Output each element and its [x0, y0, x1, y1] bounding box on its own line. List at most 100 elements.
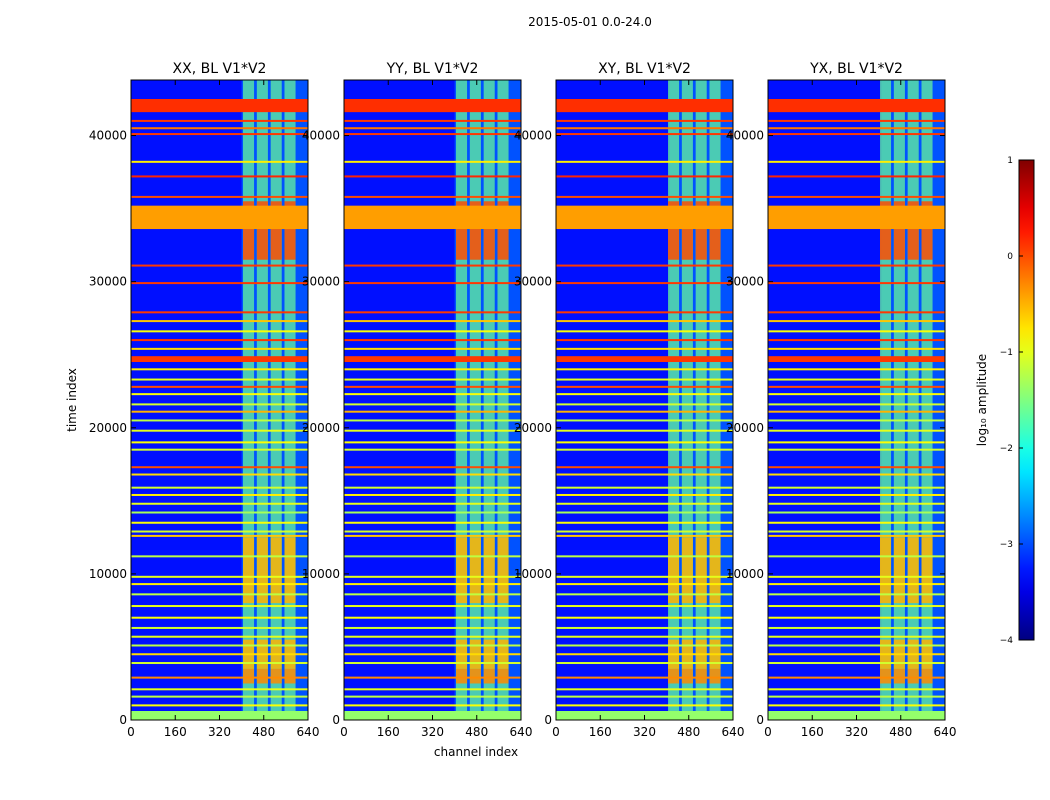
heatmap-rfi-line [344, 473, 521, 476]
heatmap-band [344, 98, 521, 113]
heatmap-rfi-line [768, 466, 945, 469]
heatmap-rfi-line [344, 626, 521, 629]
heatmap-hot-cell [880, 668, 892, 684]
heatmap-rfi-line [556, 419, 733, 422]
heatmap-rfi-line [344, 555, 521, 558]
heatmap-hot-cell [456, 537, 468, 604]
heatmap-rfi-line [768, 133, 945, 136]
heatmap-hot-cell [880, 537, 892, 604]
heatmap-rfi-line [768, 521, 945, 524]
heatmap-rfi-line [556, 466, 733, 469]
heatmap-rfi-line [556, 593, 733, 596]
heatmap-rfi-line [344, 605, 521, 608]
heatmap-rfi-line [344, 339, 521, 342]
heatmap-rfi-line [131, 339, 308, 342]
heatmap-source-column [668, 80, 680, 720]
heatmap-rfi-line [344, 521, 521, 524]
heatmap-rfi-line [131, 133, 308, 136]
heatmap-hot-cell [893, 668, 905, 684]
heatmap-hot-cell [469, 668, 481, 684]
heatmap-rfi-line [344, 264, 521, 267]
heatmap-rfi-line [344, 534, 521, 537]
heatmap-rfi-line [768, 502, 945, 505]
heatmap-rfi-line [768, 347, 945, 350]
x-tick-label: 640 [934, 725, 957, 739]
heatmap-rfi-line [768, 662, 945, 665]
x-tick-label: 0 [340, 725, 348, 739]
heatmap-rfi-line [768, 175, 945, 178]
heatmap-hot-cell [483, 201, 495, 260]
heatmap-rfi-line [768, 695, 945, 698]
heatmap-rfi-line [768, 385, 945, 388]
heatmap-rfi-line [344, 486, 521, 489]
heatmap-hot-cell [681, 668, 693, 684]
heatmap-rfi-line [556, 403, 733, 406]
heatmap-hot-cell [256, 668, 268, 684]
colorbar-tick-label: 1 [1007, 156, 1013, 166]
x-tick-label: 160 [164, 725, 187, 739]
heatmap-hot-cell [709, 668, 721, 684]
heatmap-rfi-line [131, 264, 308, 267]
heatmap-rfi-line [768, 704, 945, 707]
heatmap-band [344, 356, 521, 363]
heatmap-hot-cell [709, 201, 721, 260]
heatmap-rfi-line [131, 160, 308, 163]
heatmap-rfi-line [556, 616, 733, 619]
heatmap-rfi-line [768, 160, 945, 163]
heatmap-band [131, 98, 308, 113]
heatmap-rfi-line [556, 347, 733, 350]
y-tick-label: 10000 [89, 567, 127, 581]
y-tick-label: 0 [756, 713, 764, 727]
heatmap-rfi-line [131, 593, 308, 596]
y-tick-label: 20000 [89, 421, 127, 435]
y-tick-label: 30000 [89, 275, 127, 289]
heatmap-source-column [456, 80, 468, 720]
heatmap-rfi-line [768, 282, 945, 285]
heatmap-source-column [284, 80, 296, 720]
heatmap-rfi-line [131, 575, 308, 578]
heatmap-rfi-line [344, 127, 521, 130]
x-tick-label: 640 [510, 725, 533, 739]
heatmap-rfi-line [556, 583, 733, 586]
heatmap-rfi-line [344, 282, 521, 285]
heatmap-rfi-line [344, 330, 521, 333]
heatmap-source-column [681, 80, 693, 720]
heatmap-rfi-line [768, 264, 945, 267]
heatmap-hot-cell [469, 537, 481, 604]
heatmap-rfi-line [131, 486, 308, 489]
x-tick-label: 0 [764, 725, 772, 739]
heatmap-band [768, 98, 945, 113]
heatmap-rfi-line [768, 676, 945, 679]
heatmap-rfi-line [768, 311, 945, 314]
heatmap-rfi-line [131, 473, 308, 476]
heatmap-rfi-line [131, 605, 308, 608]
heatmap-rfi-line [131, 688, 308, 691]
heatmap-rfi-line [556, 133, 733, 136]
heatmap-rfi-line [344, 119, 521, 122]
y-tick-label: 0 [332, 713, 340, 727]
heatmap-source-column [483, 80, 495, 720]
heatmap-rfi-line [556, 502, 733, 505]
heatmap-rfi-line [556, 473, 733, 476]
heatmap-rfi-line [768, 419, 945, 422]
heatmap-rfi-line [131, 502, 308, 505]
heatmap-rfi-line [556, 330, 733, 333]
heatmap-rfi-line [556, 448, 733, 451]
x-tick-label: 480 [465, 725, 488, 739]
heatmap-hot-cell [483, 668, 495, 684]
heatmap-rfi-line [131, 695, 308, 698]
x-tick-label: 320 [421, 725, 444, 739]
heatmap-rfi-line [768, 575, 945, 578]
heatmap-rfi-line [768, 320, 945, 323]
y-tick-label: 30000 [726, 275, 764, 289]
heatmap-source-column [921, 80, 933, 720]
heatmap-rfi-line [556, 555, 733, 558]
heatmap-rfi-line [131, 635, 308, 638]
heatmap-rfi-line [556, 486, 733, 489]
heatmap-band [131, 356, 308, 363]
heatmap-hot-cell [243, 668, 255, 684]
y-tick-label: 20000 [726, 421, 764, 435]
heatmap-hot-cell [921, 668, 933, 684]
heatmap-rfi-line [131, 511, 308, 514]
heatmap-rfi-line [556, 282, 733, 285]
